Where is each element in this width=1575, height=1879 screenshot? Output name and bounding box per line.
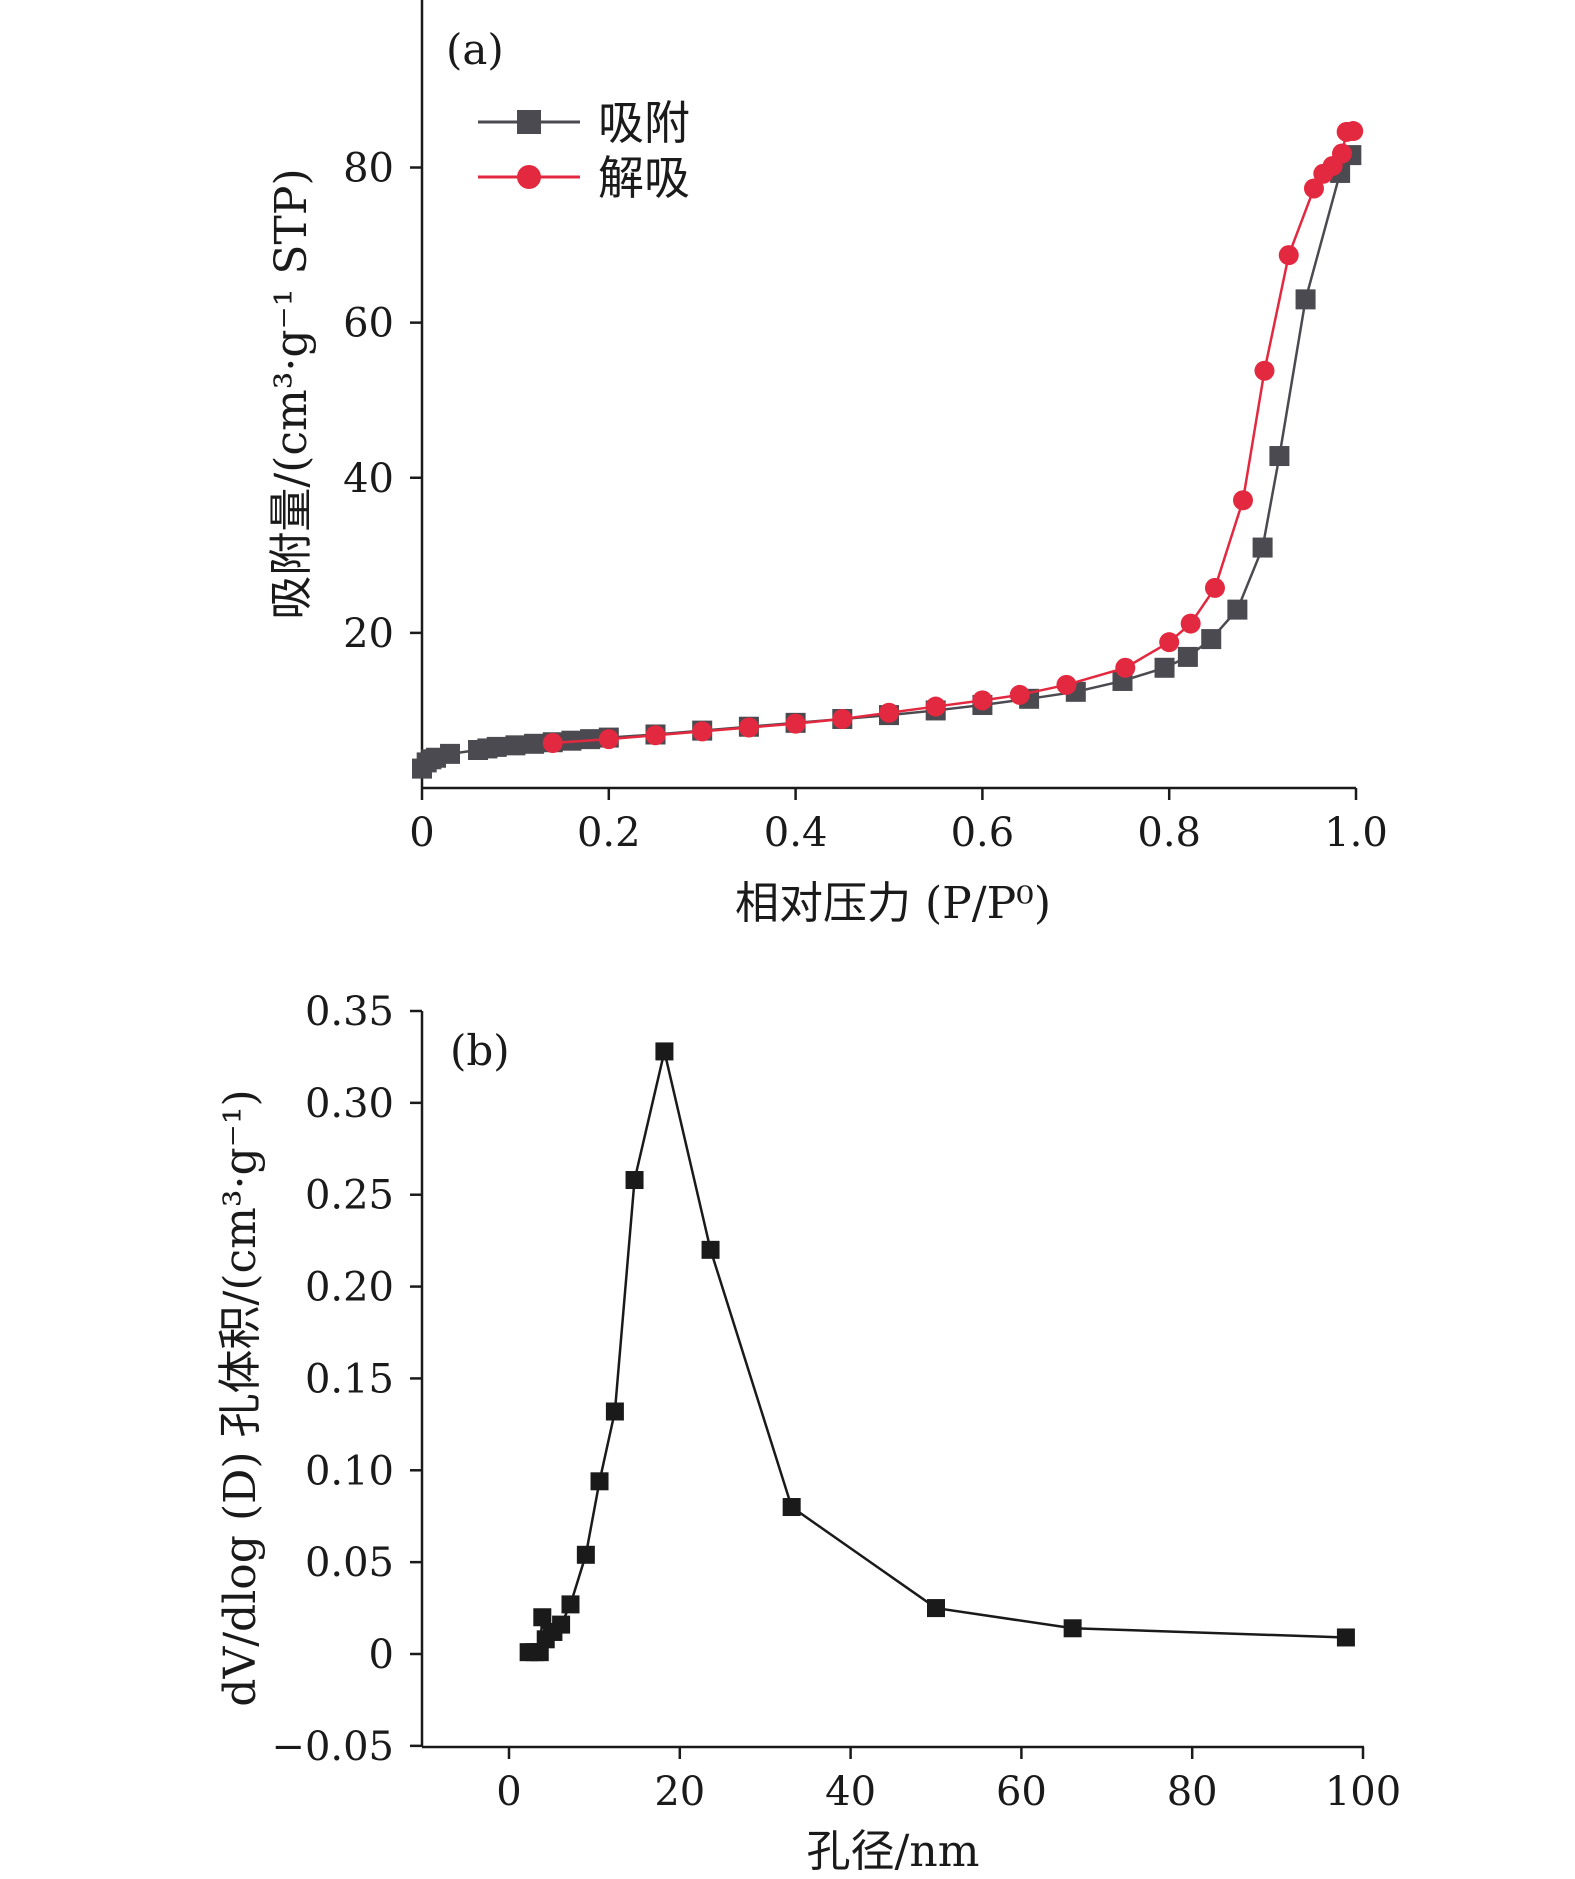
- data-point: [701, 1240, 720, 1259]
- data-point: [1254, 360, 1275, 381]
- data-point: [692, 721, 713, 742]
- panel-b-series: [519, 1042, 1355, 1662]
- x-tick-label: 0: [409, 810, 434, 856]
- data-point: [1056, 674, 1077, 695]
- y-tick-label: 40: [343, 456, 394, 502]
- y-tick-label: 0.35: [305, 989, 394, 1035]
- panel-b-x-axis-title: 孔径/nm: [807, 1826, 980, 1877]
- x-tick-label: 0.2: [577, 810, 641, 856]
- x-tick-label: 1.0: [1324, 810, 1388, 856]
- data-point: [625, 1171, 644, 1190]
- data-point: [486, 736, 507, 757]
- panel-a-x-ticks: 0 0.2 0.4 0.6 0.8 1.0: [409, 788, 1388, 856]
- data-point: [1154, 657, 1175, 678]
- data-point: [927, 1599, 945, 1618]
- data-point: [738, 717, 759, 738]
- panel-a-y-axis-title: 吸附量/(cm³·g⁻¹ STP): [266, 168, 317, 619]
- data-point: [1269, 446, 1290, 467]
- data-point: [1204, 577, 1225, 598]
- panel-b-y-ticks: −0.05 0 0.05 0.10 0.15 0.20 0.25 0.30 0.35: [271, 989, 422, 1770]
- data-point: [832, 708, 853, 729]
- y-tick-label: 0.05: [305, 1540, 394, 1586]
- panel-a-label: (a): [446, 25, 504, 74]
- data-point: [1313, 163, 1334, 184]
- x-tick-label: 0.8: [1137, 810, 1201, 856]
- data-point: [1227, 599, 1248, 620]
- x-tick-label: 60: [996, 1769, 1047, 1815]
- data-point: [1295, 289, 1316, 310]
- x-tick-label: 0.6: [951, 810, 1015, 856]
- panel-a-legend: 吸附 解吸: [478, 96, 690, 205]
- data-point: [505, 735, 526, 756]
- data-point: [1180, 613, 1201, 634]
- data-point: [1009, 684, 1030, 705]
- data-point: [561, 1595, 580, 1614]
- data-point: [576, 1545, 595, 1564]
- panel-b-y-axis-title: dV/dlog (D) 孔体积/(cm³·g⁻¹): [215, 1089, 266, 1706]
- data-point: [1177, 646, 1198, 667]
- data-point: [605, 1402, 624, 1421]
- panel-a-series: [412, 121, 1364, 779]
- y-tick-label: 0.30: [305, 1081, 394, 1127]
- data-point: [1201, 629, 1222, 650]
- data-point: [1336, 1628, 1355, 1647]
- data-point: [1303, 178, 1324, 199]
- data-point: [1159, 632, 1180, 653]
- data-point: [524, 733, 545, 754]
- x-tick-label: 0: [496, 1769, 521, 1815]
- legend-adsorption-marker: [517, 110, 541, 134]
- data-point: [1278, 245, 1299, 266]
- series-line: [552, 129, 1354, 745]
- panel-a-x-axis-title: 相对压力 (P/P⁰): [735, 878, 1051, 929]
- data-point: [440, 743, 461, 764]
- data-point: [542, 733, 563, 754]
- x-tick-label: 80: [1167, 1769, 1218, 1815]
- panel-b-label: (b): [450, 1026, 510, 1075]
- series-line: [421, 154, 1353, 770]
- x-tick-label: 40: [825, 1769, 876, 1815]
- y-tick-label: 0: [369, 1632, 394, 1678]
- data-point: [552, 1615, 571, 1634]
- data-point: [590, 1472, 609, 1491]
- y-tick-label: −0.05: [271, 1724, 394, 1770]
- x-tick-label: 100: [1325, 1769, 1401, 1815]
- panel-b-x-ticks: 0 20 40 60 80 100: [496, 1747, 1401, 1815]
- data-point: [1252, 537, 1273, 558]
- data-point: [1063, 1619, 1082, 1638]
- data-point: [785, 713, 806, 734]
- data-point: [1336, 121, 1357, 142]
- data-point: [972, 690, 993, 711]
- y-tick-label: 0.20: [305, 1265, 394, 1311]
- panel-b-pore-size-distribution: 0 20 40 60 80 100 −0.05 0 0.05 0.10 0.15 0.20 0.25 0…: [215, 989, 1401, 1877]
- panel-a-adsorption-isotherm: 0 0.2 0.4 0.6 0.8 1.0 20 40 60 80 (a) 吸附 解吸 相对压力…: [266, 0, 1388, 929]
- data-point: [879, 702, 899, 723]
- data-point: [1232, 490, 1253, 511]
- data-point: [655, 1042, 674, 1061]
- x-tick-label: 20: [654, 1769, 705, 1815]
- x-tick-label: 0.4: [764, 810, 828, 856]
- y-tick-label: 20: [343, 611, 394, 657]
- data-point: [580, 729, 601, 750]
- panel-a-y-ticks: 20 40 60 80: [343, 146, 422, 657]
- data-point: [533, 1608, 552, 1627]
- data-point: [1115, 657, 1136, 678]
- y-tick-label: 0.25: [305, 1173, 394, 1219]
- legend-desorption-marker: [517, 165, 541, 189]
- legend-desorption-label: 解吸: [598, 151, 690, 205]
- legend-adsorption-label: 吸附: [598, 96, 690, 150]
- data-point: [782, 1498, 801, 1517]
- series-line: [528, 1051, 1346, 1654]
- y-tick-label: 80: [343, 146, 394, 192]
- data-point: [645, 725, 666, 746]
- y-tick-label: 0.15: [305, 1356, 394, 1402]
- y-tick-label: 60: [343, 301, 394, 347]
- data-point: [598, 729, 619, 750]
- y-tick-label: 0.10: [305, 1448, 394, 1494]
- data-point: [925, 696, 946, 717]
